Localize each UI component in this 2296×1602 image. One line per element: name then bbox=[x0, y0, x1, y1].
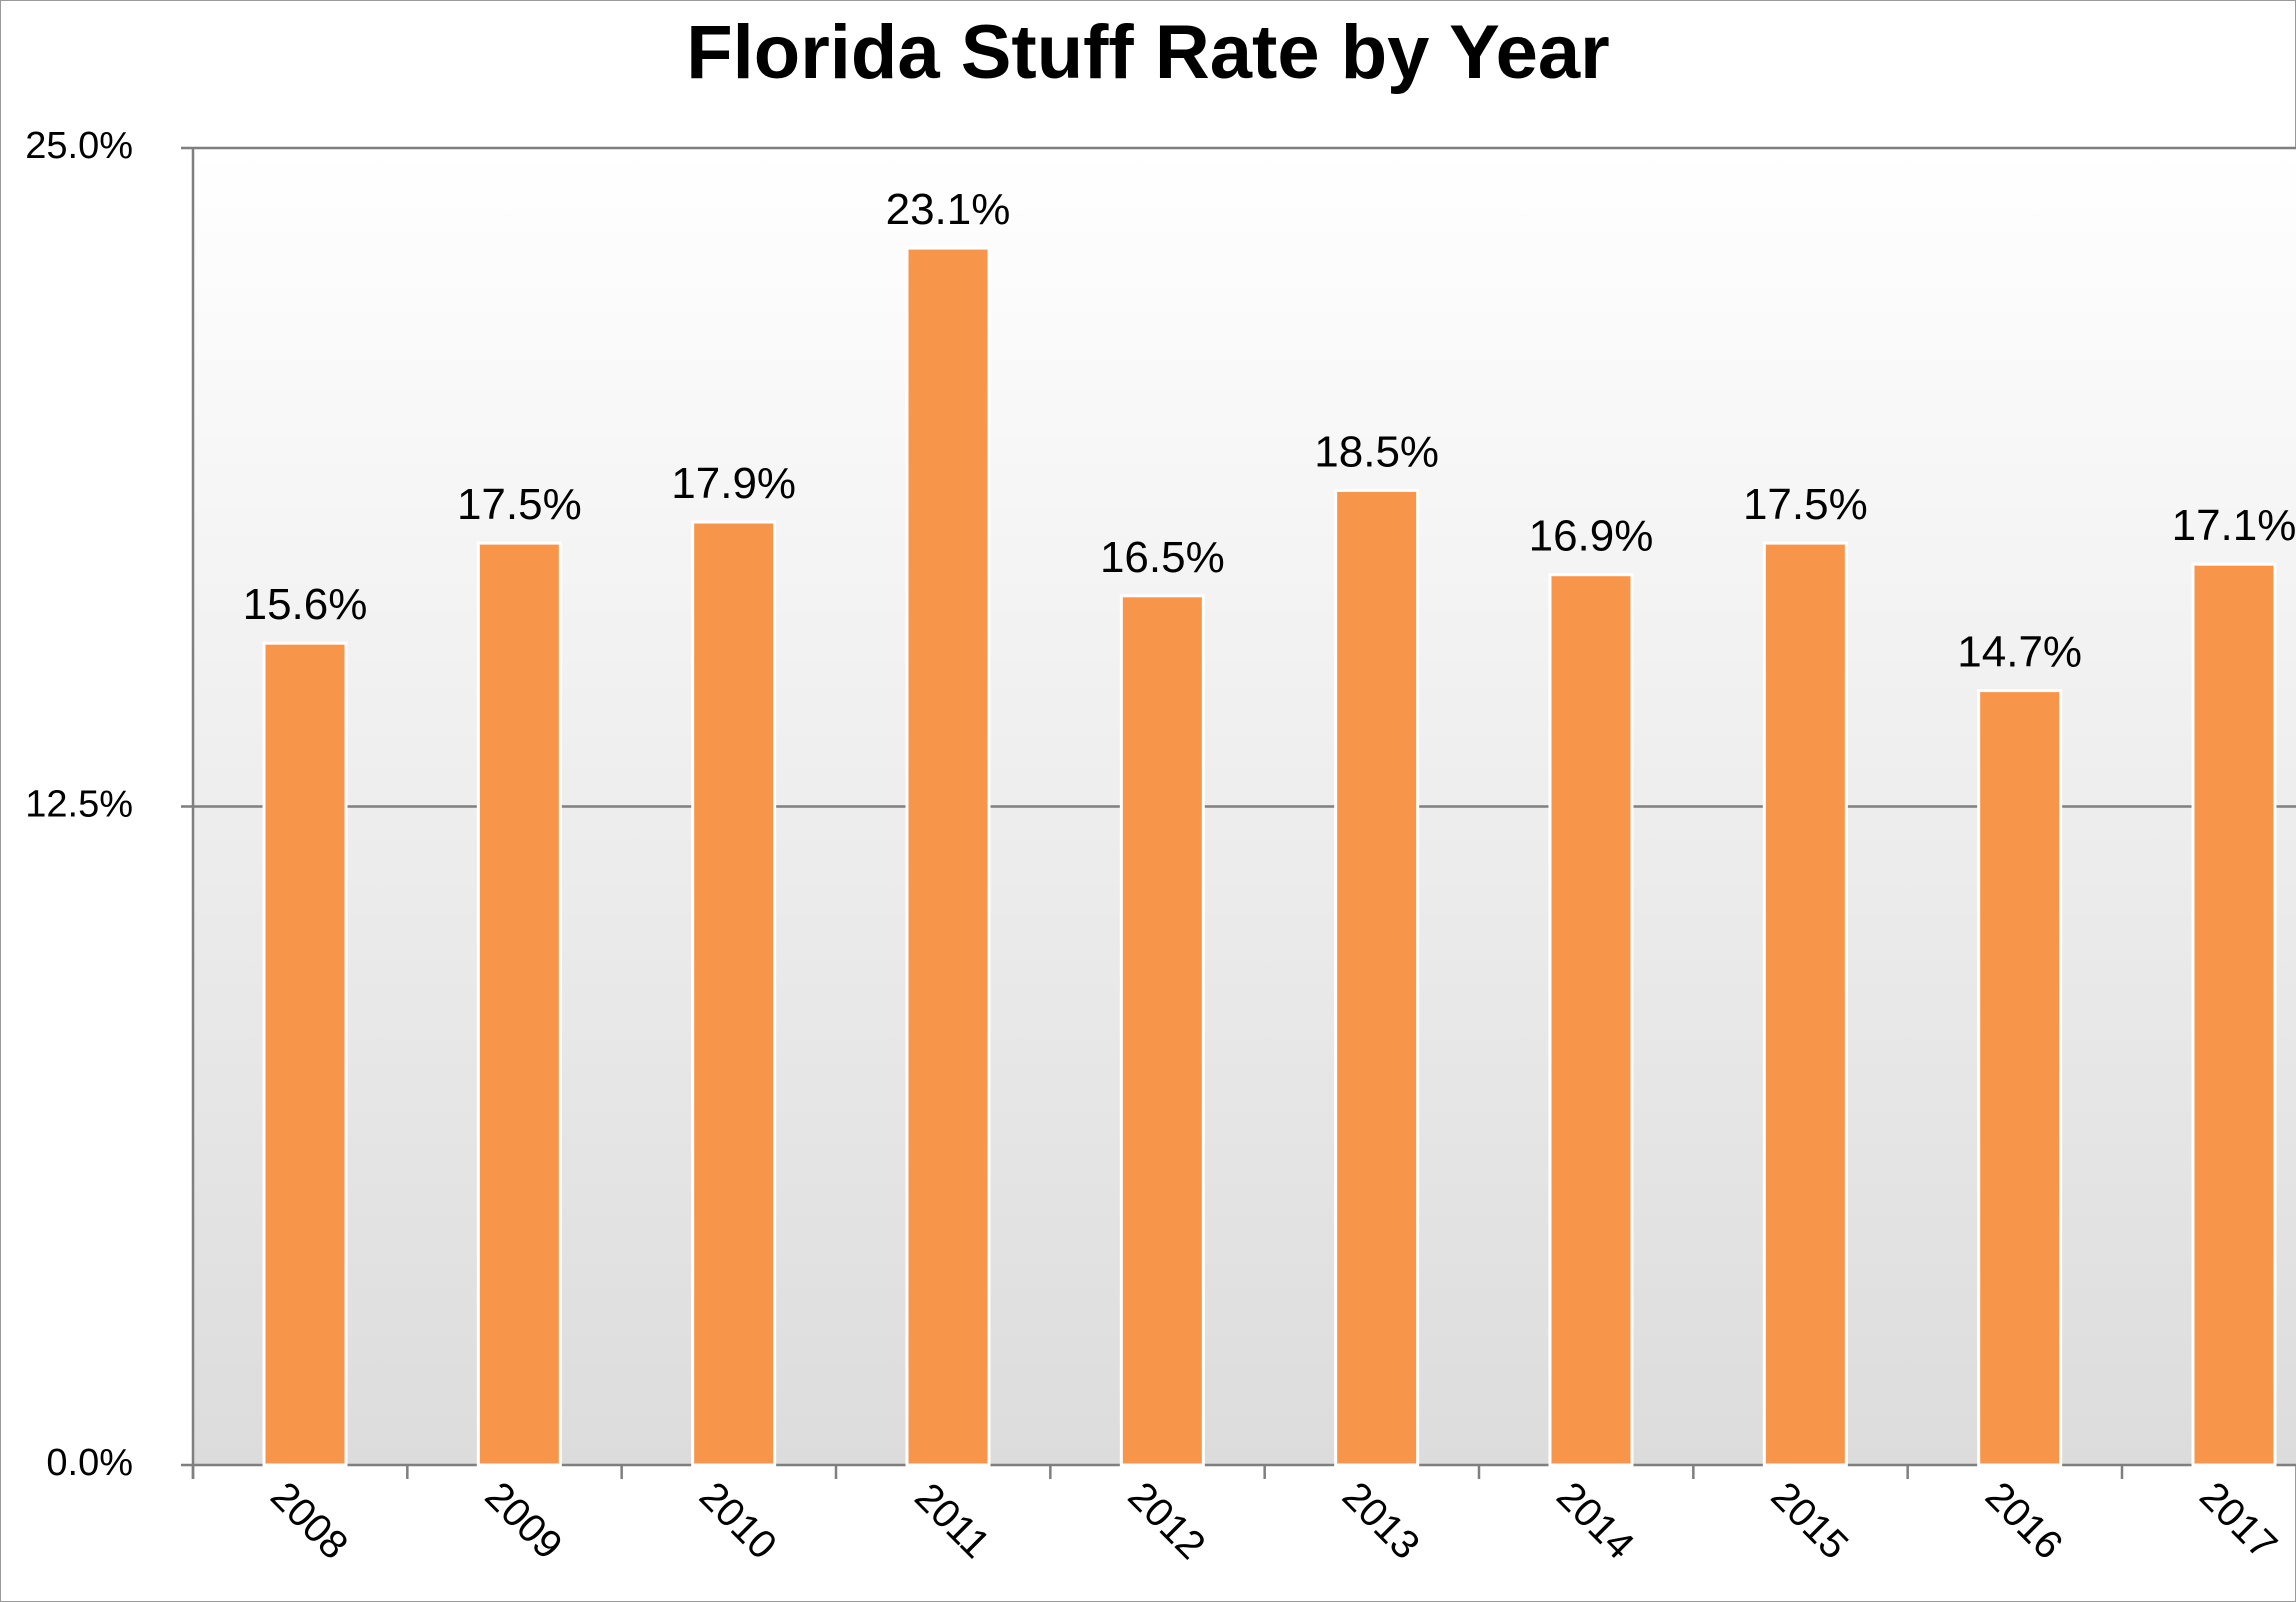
x-tick-label: 2010 bbox=[691, 1474, 785, 1568]
data-label-2014: 16.9% bbox=[1529, 512, 1654, 561]
data-labels: 15.6% 17.5% 17.9% 23.1% 16.5% 18.5% 16.9% 17.5%… bbox=[243, 185, 2296, 677]
x-tick-label: 2011 bbox=[906, 1475, 998, 1567]
data-label-2013: 18.5% bbox=[1314, 427, 1439, 476]
bar-2014 bbox=[1548, 573, 1634, 1467]
data-label-2015: 17.5% bbox=[1743, 480, 1868, 529]
bars bbox=[262, 246, 2277, 1467]
bar-2013 bbox=[1334, 488, 1420, 1467]
data-label-2012: 16.5% bbox=[1100, 533, 1225, 582]
data-label-2016: 14.7% bbox=[1957, 628, 2082, 677]
chart-title: Florida Stuff Rate by Year bbox=[686, 10, 1610, 95]
x-tick-label: 2016 bbox=[1977, 1474, 2071, 1568]
data-label-2017: 17.1% bbox=[2172, 501, 2296, 550]
x-tick-label: 2014 bbox=[1548, 1474, 1642, 1568]
data-label-2009: 17.5% bbox=[457, 480, 582, 529]
x-tick-label: 2013 bbox=[1334, 1474, 1428, 1568]
data-label-2008: 15.6% bbox=[243, 580, 368, 629]
y-axis-ticks: 0.0% 12.5% 25.0% bbox=[25, 125, 133, 1484]
bar-2016 bbox=[1977, 689, 2063, 1467]
bar-2009 bbox=[476, 541, 562, 1467]
bar-2012 bbox=[1119, 594, 1205, 1467]
bar-2017 bbox=[2191, 562, 2277, 1467]
bar-2011 bbox=[905, 246, 991, 1467]
x-tick-label: 2009 bbox=[477, 1474, 571, 1568]
y-tick-label: 0.0% bbox=[46, 1442, 133, 1484]
x-axis-ticks: 2008 2009 2010 2011 2012 2013 2014 2015 2016 2017 bbox=[262, 1474, 2285, 1568]
x-tick-label: 2012 bbox=[1120, 1474, 1214, 1568]
y-tick-label: 12.5% bbox=[25, 784, 133, 826]
x-tick-label: 2017 bbox=[2191, 1474, 2285, 1568]
bar-2008 bbox=[262, 641, 348, 1467]
data-label-2011: 23.1% bbox=[886, 185, 1011, 234]
axes bbox=[191, 148, 2124, 1479]
x-tick-label: 2008 bbox=[262, 1474, 356, 1568]
bar-2015 bbox=[1762, 541, 1848, 1467]
bar-2010 bbox=[691, 520, 777, 1467]
x-tick-label: 2015 bbox=[1763, 1474, 1857, 1568]
y-tick-label: 25.0% bbox=[25, 125, 133, 167]
data-label-2010: 17.9% bbox=[671, 459, 796, 508]
